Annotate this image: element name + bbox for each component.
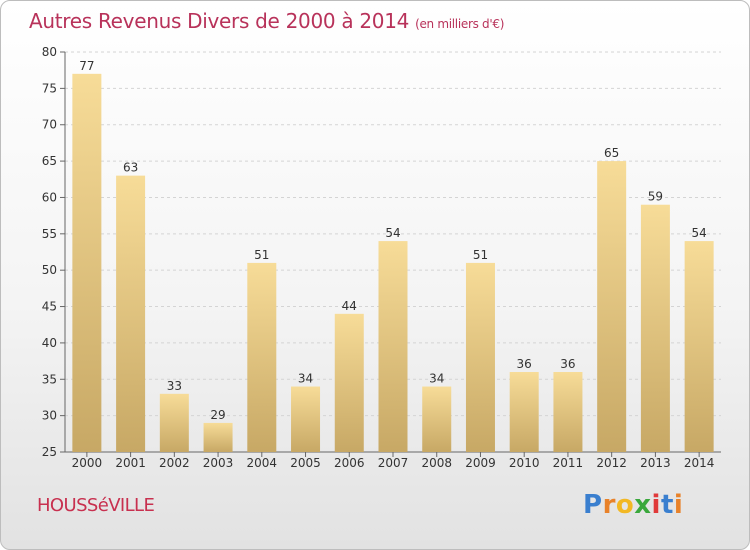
data-label-2013: 59 <box>648 190 663 204</box>
chart-title: Autres Revenus Divers de 2000 à 2014 (en … <box>29 9 504 33</box>
x-tick-label-2013: 2013 <box>640 456 671 470</box>
data-label-2010: 36 <box>517 357 532 371</box>
x-tick-label-2001: 2001 <box>115 456 146 470</box>
bar-2010 <box>509 372 539 452</box>
bar-2004 <box>247 262 277 452</box>
bar-2005 <box>291 386 321 452</box>
bar-2009 <box>465 262 495 452</box>
chart-title-text: Autres Revenus Divers de 2000 à 2014 <box>29 9 410 33</box>
y-tick-label: 30 <box>42 409 57 423</box>
y-tick-label: 25 <box>42 445 57 459</box>
data-label-2007: 54 <box>385 226 400 240</box>
logo-letter: r <box>602 490 616 520</box>
data-label-2012: 65 <box>604 146 619 160</box>
logo-letter: i <box>673 490 684 520</box>
x-tick-label-2014: 2014 <box>684 456 715 470</box>
x-tick-label-2010: 2010 <box>509 456 540 470</box>
logo-letter: o <box>615 490 635 520</box>
y-tick-label: 65 <box>42 154 57 168</box>
x-tick-label-2012: 2012 <box>596 456 627 470</box>
y-tick-label: 70 <box>42 118 57 132</box>
y-tick-label: 50 <box>42 263 57 277</box>
logo-letter: x <box>634 490 652 520</box>
logo-letter: t <box>660 490 674 520</box>
y-tick-label: 75 <box>42 81 57 95</box>
data-label-2004: 51 <box>254 248 269 262</box>
bar-2003 <box>203 422 233 452</box>
y-tick-label: 40 <box>42 336 57 350</box>
logo-letter: i <box>651 490 661 520</box>
y-tick-label: 60 <box>42 190 57 204</box>
x-tick-label-2008: 2008 <box>421 456 452 470</box>
bar-2000 <box>72 73 102 453</box>
bar-2002 <box>159 393 189 452</box>
data-label-2009: 51 <box>473 248 488 262</box>
x-tick-label-2004: 2004 <box>247 456 278 470</box>
bar-2011 <box>553 372 583 452</box>
x-tick-label-2002: 2002 <box>159 456 190 470</box>
bar-2008 <box>422 386 452 452</box>
data-label-2000: 77 <box>79 59 94 73</box>
x-tick-label-2011: 2011 <box>553 456 584 470</box>
x-tick-label-2009: 2009 <box>465 456 496 470</box>
bar-2006 <box>334 313 364 452</box>
data-label-2005: 34 <box>298 372 313 386</box>
bar-2013 <box>640 204 670 452</box>
x-tick-label-2005: 2005 <box>290 456 321 470</box>
commune-name: HOUSSéVILLE <box>37 495 155 516</box>
x-tick-label-2007: 2007 <box>378 456 409 470</box>
data-label-2011: 36 <box>560 357 575 371</box>
logo-letter: P <box>583 490 603 520</box>
x-tick-label-2000: 2000 <box>72 456 103 470</box>
data-label-2008: 34 <box>429 372 444 386</box>
y-tick-label: 55 <box>42 227 57 241</box>
data-label-2014: 54 <box>691 226 706 240</box>
data-label-2003: 29 <box>210 408 225 422</box>
bar-2007 <box>378 241 408 452</box>
y-tick-label: 80 <box>42 45 57 59</box>
x-tick-label-2006: 2006 <box>334 456 365 470</box>
x-tick-label-2003: 2003 <box>203 456 234 470</box>
bar-2001 <box>116 175 146 453</box>
proxiti-logo: Proxiti <box>583 490 683 520</box>
data-label-2001: 63 <box>123 161 138 175</box>
y-tick-label: 45 <box>42 300 57 314</box>
data-label-2006: 44 <box>342 299 357 313</box>
data-label-2002: 33 <box>167 379 182 393</box>
bar-2014 <box>684 241 714 452</box>
y-tick-label: 35 <box>42 372 57 386</box>
bar-2012 <box>597 161 627 452</box>
chart-title-unit: (en milliers d'€) <box>415 17 505 31</box>
